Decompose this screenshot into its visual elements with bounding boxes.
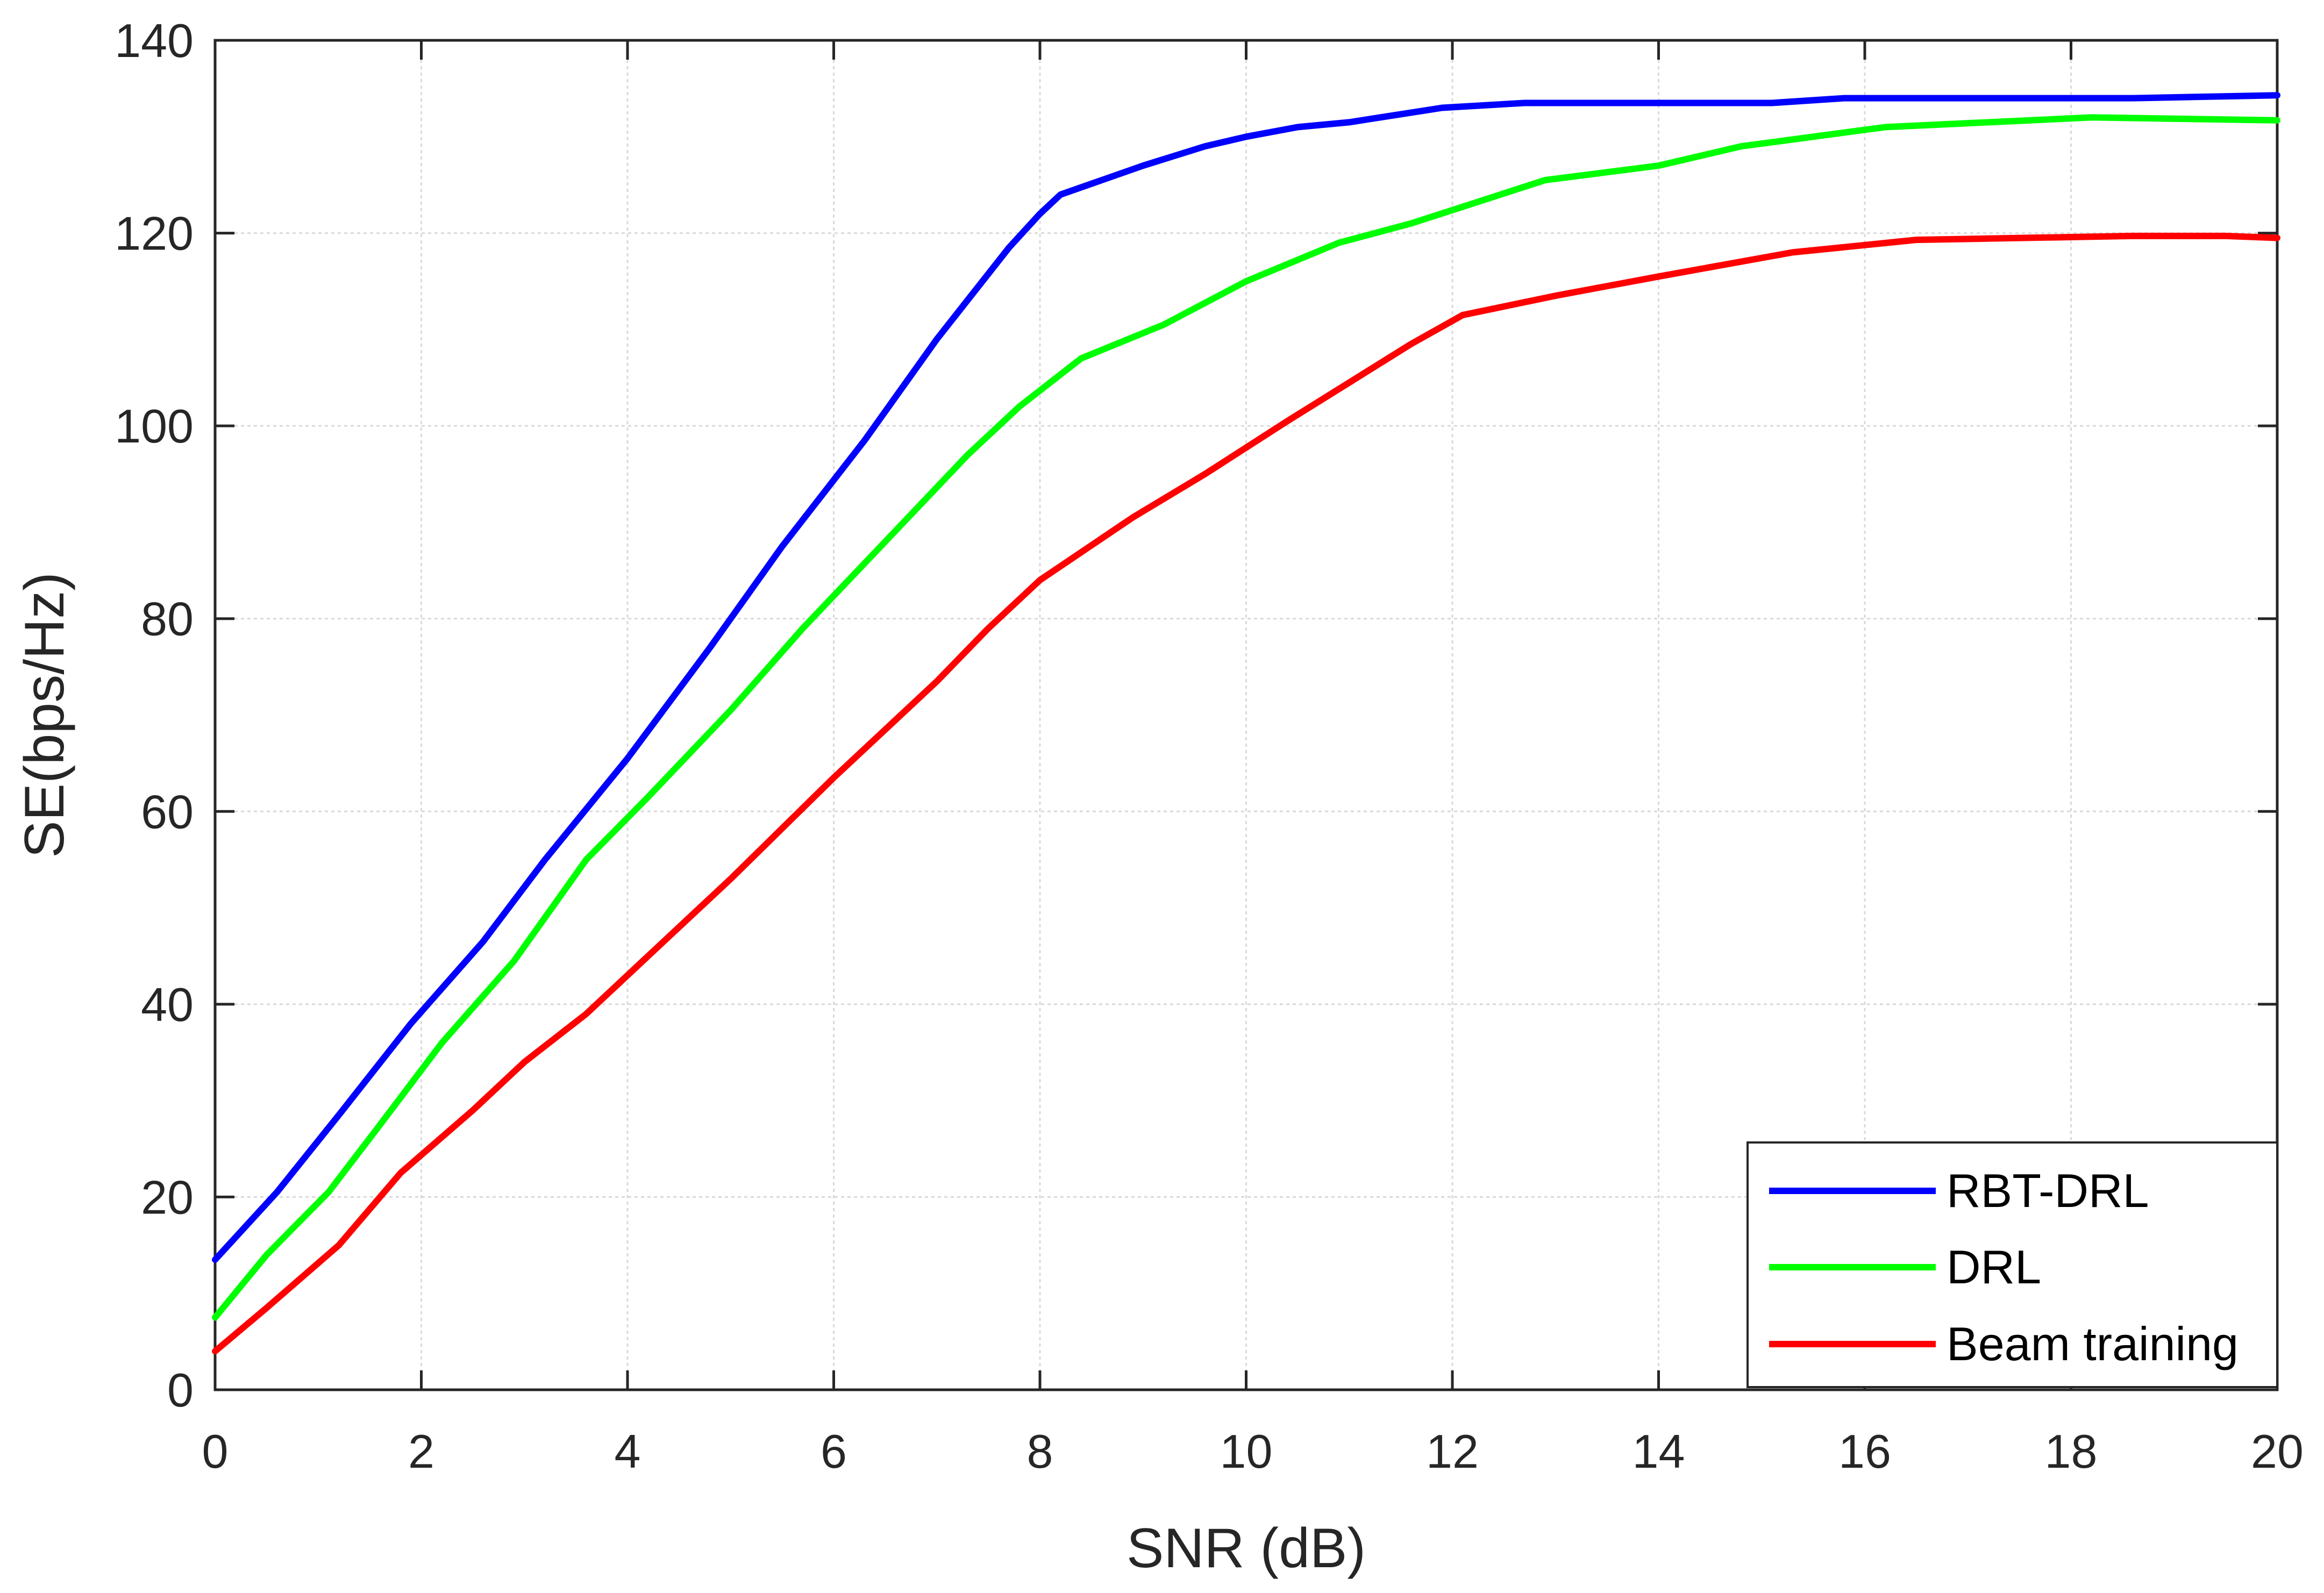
x-tick-label: 12: [1426, 1425, 1479, 1478]
x-axis-title: SNR (dB): [1127, 1517, 1366, 1580]
y-tick-label: 20: [141, 1170, 194, 1224]
x-tick-label: 0: [202, 1425, 229, 1478]
series-line-rbt-drl: [212, 92, 2280, 1263]
y-tick-label: 100: [115, 399, 194, 453]
x-tick-label: 14: [1632, 1425, 1685, 1478]
x-tick-label: 16: [1838, 1425, 1891, 1478]
y-axis-title: SE(bps/Hz): [13, 572, 76, 858]
series-line-drl: [212, 114, 2280, 1321]
y-tick-label: 140: [115, 14, 194, 67]
y-tick-label: 60: [141, 785, 194, 838]
x-tick-label: 4: [615, 1425, 641, 1478]
y-tick-label: 120: [115, 207, 194, 260]
x-tick-label: 10: [1220, 1425, 1273, 1478]
legend-label-drl: DRL: [1947, 1240, 2041, 1294]
series-line-beam-training: [212, 232, 2280, 1355]
y-tick-label: 0: [167, 1363, 194, 1417]
x-tick-label: 6: [821, 1425, 847, 1478]
legend-label-rbt-drl: RBT-DRL: [1947, 1164, 2149, 1217]
axis-ticks: 0 2 4 6 8 10 12 14 16 18 20 0 20 40 60 80 100 120 140: [115, 14, 2304, 1478]
x-tick-label: 20: [2251, 1425, 2304, 1478]
x-tick-label: 2: [408, 1425, 434, 1478]
x-tick-label: 18: [2045, 1425, 2098, 1478]
series-lines: [212, 92, 2280, 1355]
legend-label-beam-training: Beam training: [1947, 1317, 2239, 1370]
y-tick-label: 80: [141, 592, 194, 646]
y-tick-label: 40: [141, 978, 194, 1031]
legend: RBT-DRL DRL Beam training: [1746, 1141, 2278, 1388]
x-tick-label: 8: [1027, 1425, 1053, 1478]
